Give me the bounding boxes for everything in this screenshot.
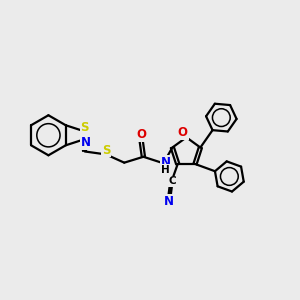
Text: N: N: [164, 195, 174, 208]
Text: S: S: [80, 122, 89, 134]
Text: C: C: [168, 176, 176, 186]
Text: N: N: [81, 136, 91, 149]
Text: O: O: [136, 128, 146, 142]
Text: H: H: [161, 165, 170, 175]
Text: O: O: [178, 126, 188, 140]
Text: S: S: [102, 143, 110, 157]
Text: N: N: [161, 156, 171, 169]
